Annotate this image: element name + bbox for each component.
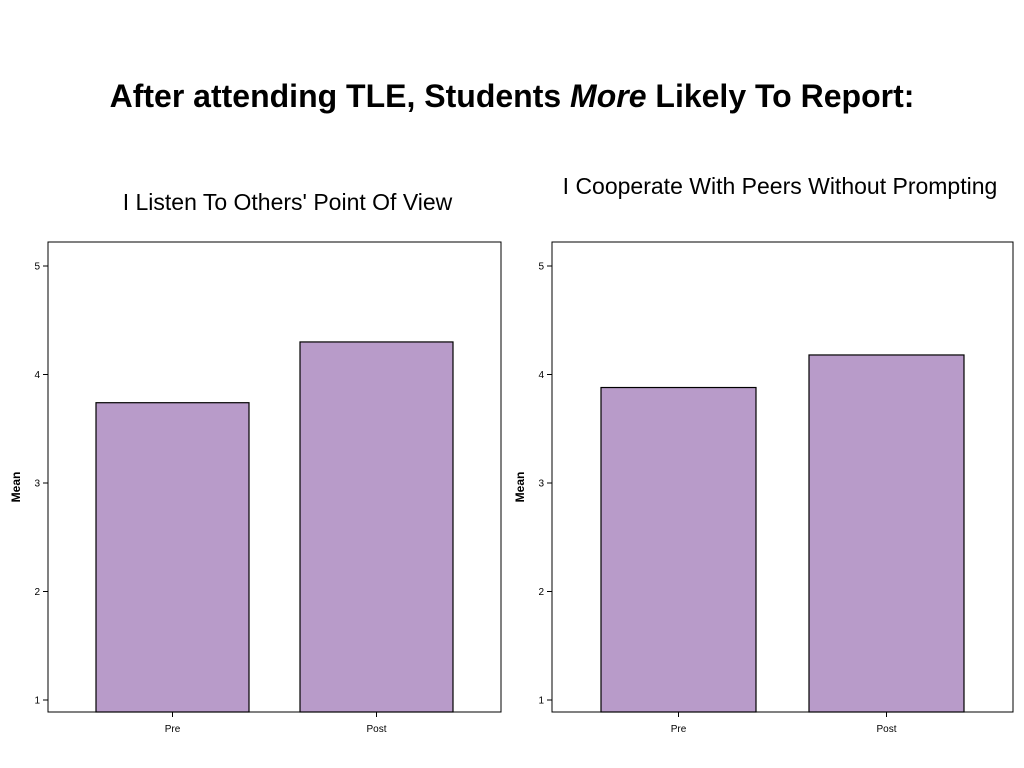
y-tick-label: 2 (538, 587, 544, 598)
bar-post (299, 341, 454, 713)
title-text-before: After attending TLE, Students (109, 78, 571, 114)
x-tick-label: Post (876, 724, 896, 735)
y-tick-label: 4 (538, 370, 544, 381)
bar-chart-cooperate: 1 2 3 4 5 Mean Pre Post (513, 241, 1014, 735)
x-tick-label: Pre (165, 724, 181, 735)
title-emphasis: More (570, 78, 647, 114)
plot-frame (551, 241, 1014, 713)
y-tick-label: 3 (34, 479, 40, 490)
page-title: After attending TLE, Students More Likel… (0, 76, 1024, 116)
y-tick-label: 5 (34, 262, 40, 273)
plot-frame (47, 241, 502, 713)
y-axis-label: Mean (513, 472, 527, 503)
title-text-after: Likely To Report: (646, 78, 915, 114)
chart-title-listen: I Listen To Others' Point Of View (122, 189, 453, 215)
y-tick-label: 5 (538, 262, 544, 273)
bar-chart-listen: 1 2 3 4 5 Mean Pre Post (9, 241, 502, 735)
y-tick-label: 4 (34, 370, 40, 381)
bar-post (808, 354, 965, 713)
y-tick-label: 1 (34, 696, 40, 707)
y-axis-label: Mean (9, 472, 23, 503)
x-tick-label: Pre (671, 724, 687, 735)
x-tick-label: Post (366, 724, 386, 735)
y-tick-label: 2 (34, 587, 40, 598)
y-tick-label: 1 (538, 696, 544, 707)
chart-title-cooperate: I Cooperate With Peers Without Prompting (562, 173, 998, 199)
bar-pre (95, 402, 250, 713)
bar-pre (600, 386, 757, 713)
y-tick-label: 3 (538, 479, 544, 490)
